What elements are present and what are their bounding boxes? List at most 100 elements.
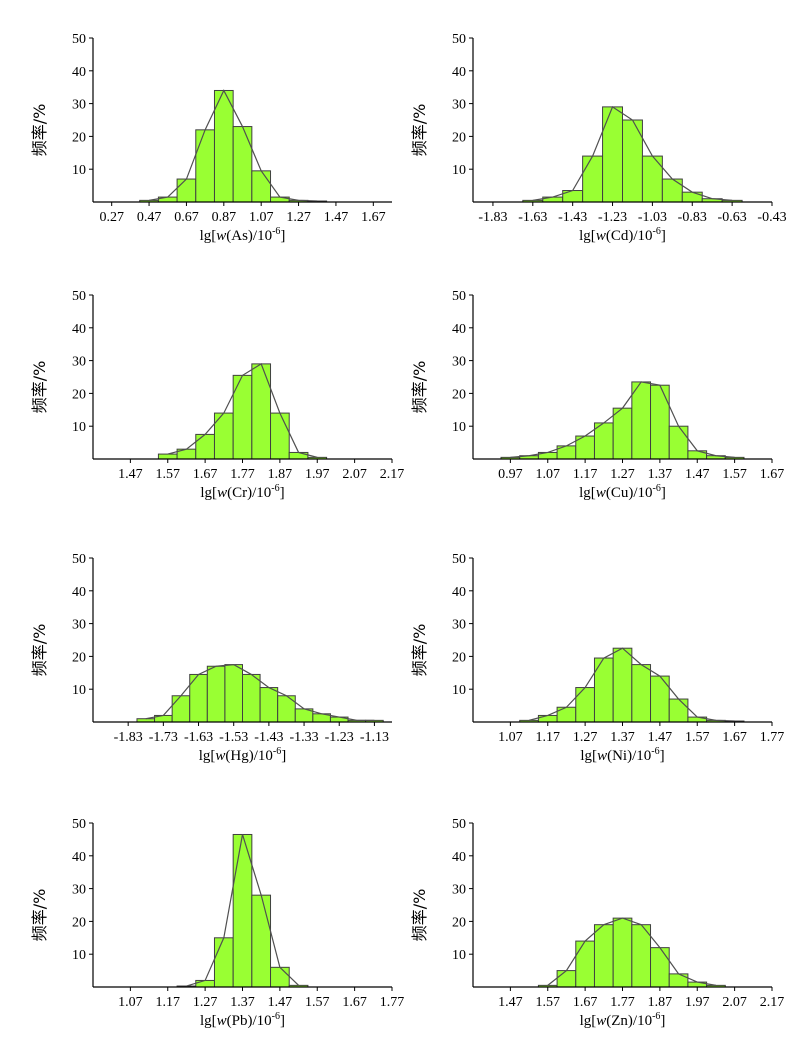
x-tick-label: 1.17: [156, 995, 181, 1010]
x-tick-label: -1.43: [558, 210, 587, 225]
x-axis-title: lg[w(Ni)/10-6]: [580, 746, 664, 764]
histogram-bar: [556, 706, 577, 723]
histogram-panel: 10 20 30 40 50 1.47 1.57 1.67 1.77 1.87 1.97 2.07 2.…: [410, 817, 784, 1029]
x-tick-label: 1.37: [610, 730, 635, 745]
x-tick-label: 1.87: [648, 995, 673, 1010]
x-axis-title: lg[w(Pb)/10-6]: [200, 1011, 285, 1029]
histogram-bar: [661, 178, 683, 203]
x-tick-label: 1.57: [536, 995, 561, 1010]
histogram-bar: [575, 687, 595, 723]
histogram-bar: [612, 917, 633, 988]
x-tick-label: -0.63: [718, 210, 747, 225]
histogram-bar: [650, 384, 670, 460]
y-tick-label: 50: [72, 817, 86, 832]
x-tick-label: 1.77: [380, 995, 405, 1010]
y-tick-label: 30: [452, 618, 466, 633]
x-tick-label: 1.07: [118, 995, 143, 1010]
histogram-panel: 10 20 30 40 50 1.47 1.57 1.67 1.77 1.87 1.97 2.07 2.…: [30, 289, 404, 501]
histogram-bar: [251, 363, 272, 460]
x-tick-label: 2.17: [380, 467, 405, 482]
histogram-bar: [650, 947, 670, 988]
x-tick-label: -1.13: [360, 730, 389, 745]
histogram-bar: [668, 425, 689, 460]
x-tick-label: 1.47: [118, 467, 143, 482]
y-tick-label: 30: [72, 98, 86, 113]
x-tick-label: -1.83: [114, 730, 143, 745]
histogram-bar: [195, 433, 215, 460]
x-axis-title: lg[w(Cu)/10-6]: [579, 483, 666, 501]
x-tick-label: -1.23: [598, 210, 627, 225]
histogram-bar: [593, 422, 614, 460]
y-tick-label: 20: [452, 915, 466, 930]
frequency-polygon-line: [186, 834, 299, 987]
histogram-panel: 10 20 30 40 50 -1.83 -1.63 -1.43 -1.23 -1.03 -0.83…: [410, 32, 787, 244]
y-tick-label: 10: [452, 683, 466, 698]
x-tick-label: 1.47: [498, 995, 523, 1010]
y-tick-label: 10: [452, 420, 466, 435]
y-axis-title: 频率/%: [30, 361, 49, 414]
y-tick-label: 10: [452, 948, 466, 963]
y-axis-title: 频率/%: [30, 624, 49, 677]
y-tick-label: 50: [452, 817, 466, 832]
histogram-panel: 10 20 30 40 50 1.07 1.17 1.27 1.37 1.47 1.57 1.67 1.…: [410, 552, 784, 764]
y-axis-title: 频率/%: [410, 104, 429, 157]
frequency-polygon-line: [145, 663, 375, 721]
x-tick-label: 1.97: [305, 467, 330, 482]
histogram-bar: [206, 665, 226, 723]
y-tick-label: 50: [72, 552, 86, 567]
histogram-bar: [537, 714, 558, 723]
histogram-bar: [593, 924, 614, 988]
x-tick-label: 1.47: [268, 995, 293, 1010]
x-tick-label: 1.47: [685, 467, 710, 482]
x-tick-label: 1.87: [268, 467, 293, 482]
x-tick-label: -0.43: [757, 210, 786, 225]
x-tick-label: 2.07: [342, 467, 367, 482]
x-tick-label: 1.17: [573, 467, 598, 482]
histogram-bar: [631, 381, 652, 460]
x-axis-title: lg[w(Cd)/10-6]: [579, 226, 666, 244]
histogram-bar: [157, 453, 178, 460]
x-tick-label: 1.57: [156, 467, 181, 482]
y-tick-label: 20: [72, 130, 86, 145]
frequency-polygon-line: [547, 917, 717, 986]
x-tick-label: 1.37: [230, 995, 255, 1010]
frequency-polygon-line: [528, 647, 735, 722]
x-tick-label: 1.67: [342, 995, 367, 1010]
x-tick-label: -1.73: [149, 730, 178, 745]
x-tick-label: 0.97: [498, 467, 523, 482]
y-tick-label: 40: [72, 65, 86, 80]
x-tick-label: 1.57: [685, 730, 710, 745]
x-tick-label: 0.27: [99, 210, 124, 225]
y-tick-label: 20: [452, 650, 466, 665]
y-axis-title: 频率/%: [410, 624, 429, 677]
x-tick-label: 1.67: [760, 467, 785, 482]
x-tick-label: -1.43: [254, 730, 283, 745]
y-tick-label: 30: [72, 883, 86, 898]
x-tick-label: -1.83: [478, 210, 507, 225]
x-tick-label: 1.57: [722, 467, 747, 482]
x-tick-label: 1.27: [573, 730, 598, 745]
histogram-bar: [650, 675, 670, 723]
y-tick-label: 40: [452, 322, 466, 337]
histogram-bar: [251, 894, 272, 988]
x-tick-label: 1.77: [610, 995, 635, 1010]
histogram-bar: [602, 106, 624, 203]
y-tick-label: 40: [72, 322, 86, 337]
x-tick-label: 1.27: [610, 467, 635, 482]
histogram-bar: [171, 695, 191, 723]
x-tick-label: 1.97: [685, 995, 710, 1010]
y-tick-label: 50: [452, 289, 466, 304]
y-tick-label: 50: [72, 289, 86, 304]
y-tick-label: 10: [452, 163, 466, 178]
x-tick-label: 1.67: [193, 467, 218, 482]
histogram-bar: [668, 973, 689, 988]
histogram-panel: 10 20 30 40 50 -1.83 -1.73 -1.63 -1.53 -1.43 -1.33…: [30, 552, 392, 764]
x-axis-title: lg[w(Hg)/10-6]: [199, 746, 287, 764]
histogram-bar: [213, 937, 234, 988]
x-tick-label: 1.67: [722, 730, 747, 745]
histogram-bar: [681, 191, 703, 203]
y-tick-label: 40: [452, 65, 466, 80]
x-tick-label: -1.53: [219, 730, 248, 745]
x-tick-label: 1.47: [648, 730, 673, 745]
histogram-bar: [224, 664, 244, 723]
